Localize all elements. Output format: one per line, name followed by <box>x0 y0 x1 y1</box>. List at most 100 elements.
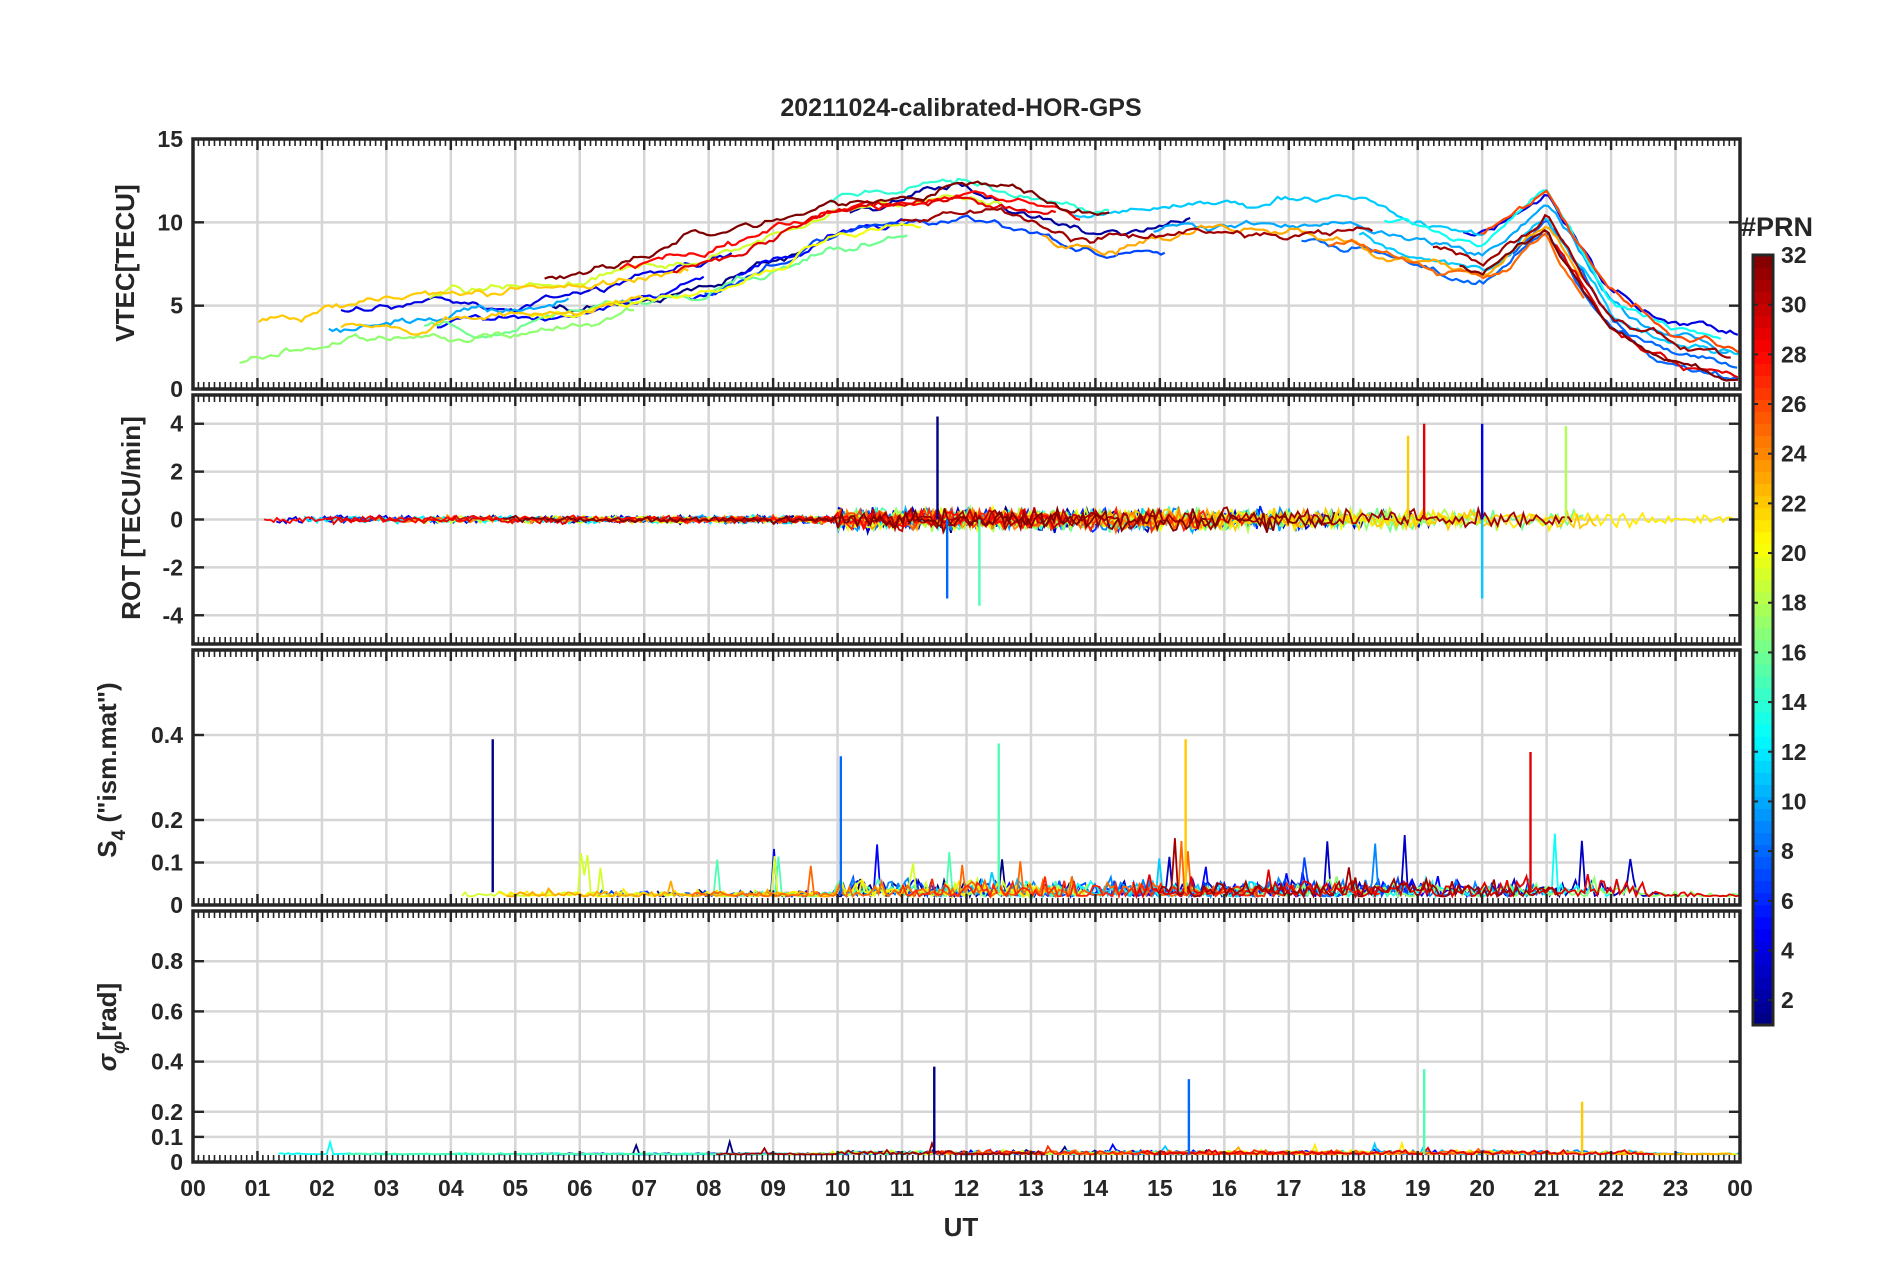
x-tick-label: 08 <box>696 1175 722 1201</box>
vtec-prn-trace <box>239 306 635 364</box>
x-tick-label: 21 <box>1534 1175 1560 1201</box>
colorbar-segment <box>1753 820 1773 834</box>
vtec-prn-trace <box>340 295 644 336</box>
vtec-traces <box>239 177 1740 382</box>
colorbar-segment <box>1753 255 1773 268</box>
rot-y-axis-label: ROT [TECU/min] <box>116 416 146 620</box>
colorbar-segment <box>1753 676 1773 689</box>
vtec-prn-trace <box>900 206 1373 244</box>
colorbar-tick-label: 30 <box>1781 292 1807 318</box>
s4-prn-trace <box>1157 838 1560 900</box>
vtec-prn-trace <box>1432 213 1731 359</box>
vtec-prn-trace <box>1328 232 1585 299</box>
colorbar-segment <box>1753 603 1773 617</box>
x-tick-label: 17 <box>1276 1175 1302 1201</box>
rot-y-tick-label: -2 <box>163 554 183 580</box>
x-tick-label: 05 <box>502 1175 528 1201</box>
colorbar-segment <box>1753 447 1773 461</box>
colorbar-segment <box>1753 856 1773 870</box>
sigma-label-main: σ <box>92 1052 122 1071</box>
colorbar-segment <box>1753 832 1773 846</box>
vtec-prn-trace <box>258 267 689 324</box>
vtec-prn-trace <box>1459 228 1739 382</box>
x-tick-label: 03 <box>374 1175 400 1201</box>
colorbar-segment <box>1753 904 1773 918</box>
colorbar-segment <box>1753 664 1773 677</box>
colorbar-segment <box>1753 1012 1773 1026</box>
colorbar-segment <box>1753 784 1773 798</box>
colorbar-segment <box>1753 567 1773 581</box>
vtec-prn-trace <box>704 214 1166 297</box>
x-tick-label: 07 <box>631 1175 657 1201</box>
x-tick-label: 09 <box>760 1175 786 1201</box>
colorbar-tick-label: 8 <box>1781 838 1794 864</box>
colorbar-segment <box>1753 387 1773 400</box>
colorbar-tick-label: 26 <box>1781 391 1807 417</box>
vtec-prn-trace <box>829 177 1109 215</box>
colorbar-segment <box>1753 543 1773 557</box>
colorbar-segment <box>1753 519 1773 533</box>
colorbar-segment <box>1753 808 1773 822</box>
colorbar-segment <box>1753 892 1773 906</box>
colorbar-tick-label: 20 <box>1781 540 1807 566</box>
colorbar-tick-label: 28 <box>1781 341 1807 367</box>
colorbar-segment <box>1753 748 1773 761</box>
vtec-y-tick-label: 0 <box>170 376 183 402</box>
s4-label-main: S <box>92 840 122 857</box>
s4-y-tick-label: 0 <box>170 892 183 918</box>
x-tick-label: 18 <box>1340 1175 1366 1201</box>
colorbar-segment <box>1753 375 1773 388</box>
colorbar-segment <box>1753 868 1773 882</box>
colorbar-segment <box>1753 483 1773 497</box>
sigma-y-tick-label: 0.4 <box>151 1049 183 1075</box>
colorbar-segment <box>1753 844 1773 858</box>
colorbar-segment <box>1753 279 1773 292</box>
colorbar-tick-label: 10 <box>1781 788 1807 814</box>
sigma-y-tick-label: 0.6 <box>151 998 183 1024</box>
colorbar-segment <box>1753 315 1773 328</box>
colorbar-frame <box>1751 253 1775 1027</box>
colorbar-segment <box>1753 459 1773 473</box>
colorbar-segment <box>1753 507 1773 521</box>
colorbar-segment <box>1753 880 1773 894</box>
vtec-y-tick-label: 15 <box>157 126 183 152</box>
rot-y-tick-label: 4 <box>170 411 183 437</box>
x-axis-label: UT <box>944 1212 979 1242</box>
sigma-y-tick-label: 0.1 <box>151 1124 183 1150</box>
s4-y-tick-label: 0.2 <box>151 807 183 833</box>
sigma-traces <box>278 1066 1740 1156</box>
vtec-prn-trace <box>672 196 1057 274</box>
colorbar-segment <box>1753 495 1773 509</box>
colorbar-segment <box>1753 267 1773 280</box>
x-tick-label: 10 <box>825 1175 851 1201</box>
x-tick-label: 00 <box>1727 1175 1753 1201</box>
vtec-y-tick-label: 5 <box>170 293 183 319</box>
vtec-prn-trace <box>544 180 1110 280</box>
x-tick-label: 23 <box>1663 1175 1689 1201</box>
colorbar-tick-label: 24 <box>1781 441 1807 467</box>
x-tick-label: 13 <box>1018 1175 1044 1201</box>
colorbar-segment <box>1753 760 1773 773</box>
vtec-y-axis-label: VTEC[TECU] <box>110 184 140 341</box>
rot-y-tick-label: 0 <box>170 507 183 533</box>
tick-labels: 051015-4-202400.10.20.400.10.20.40.60.80… <box>151 126 1753 1201</box>
colorbar-tick-label: 22 <box>1781 490 1807 516</box>
colorbar-segment <box>1753 928 1773 942</box>
sigma-label-rest: [rad] <box>92 983 122 1041</box>
axes-frames <box>191 137 1742 1164</box>
colorbar-segment <box>1753 351 1773 364</box>
colorbar-segment <box>1753 591 1773 605</box>
vtec-y-tick-label: 10 <box>157 209 183 235</box>
colorbar-segment <box>1753 796 1773 810</box>
colorbar-segment <box>1753 700 1773 713</box>
sigma-y-tick-label: 0.8 <box>151 948 183 974</box>
colorbar-segment <box>1753 1000 1773 1014</box>
colorbar-segment <box>1753 976 1773 990</box>
colorbar-segment <box>1753 471 1773 485</box>
colorbar-segment <box>1753 303 1773 316</box>
colorbar-segment <box>1753 435 1773 449</box>
colorbar-tick-label: 16 <box>1781 639 1807 665</box>
vtec-prn-trace <box>1042 223 1585 280</box>
x-tick-label: 22 <box>1598 1175 1624 1201</box>
